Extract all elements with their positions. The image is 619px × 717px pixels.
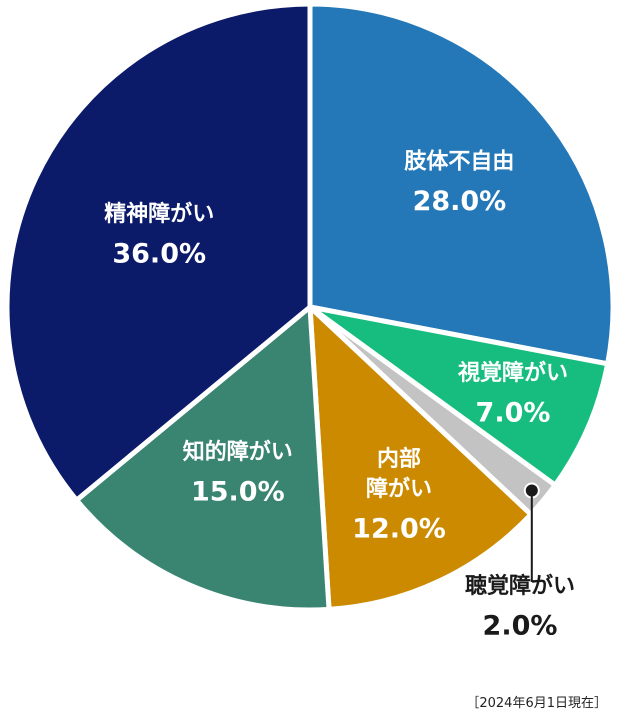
slice-label-name: 精神障がい bbox=[104, 201, 214, 227]
slice-label-value: 7.0% bbox=[476, 397, 551, 428]
slice-label-value: 15.0% bbox=[191, 476, 285, 507]
slice-naibu bbox=[307, 304, 534, 612]
slice-shikaku bbox=[307, 304, 611, 488]
slice-shitai-fujiyu bbox=[307, 1, 616, 367]
slice-seishin bbox=[4, 1, 313, 503]
slice-label-value: 12.0% bbox=[352, 514, 446, 545]
date-note: ［2024年6月1日現在］ bbox=[466, 696, 607, 711]
slice-label-value: 2.0% bbox=[483, 611, 558, 642]
slice-label-name: 知的障がい bbox=[183, 439, 293, 465]
slice-chiteki bbox=[74, 304, 332, 613]
pie-slices bbox=[4, 1, 616, 613]
slice-label-name: 障がい bbox=[366, 476, 432, 502]
slice-label-name: 聴覚障がい bbox=[465, 573, 575, 599]
slice-label-name: 内部 bbox=[377, 446, 421, 472]
slice-label-value: 36.0% bbox=[112, 239, 206, 270]
slice-label-value: 28.0% bbox=[413, 186, 507, 217]
slice-label-name: 肢体不自由 bbox=[404, 148, 514, 174]
slice-label-name: 視覚障がい bbox=[458, 360, 568, 386]
pie-callouts bbox=[523, 482, 540, 582]
